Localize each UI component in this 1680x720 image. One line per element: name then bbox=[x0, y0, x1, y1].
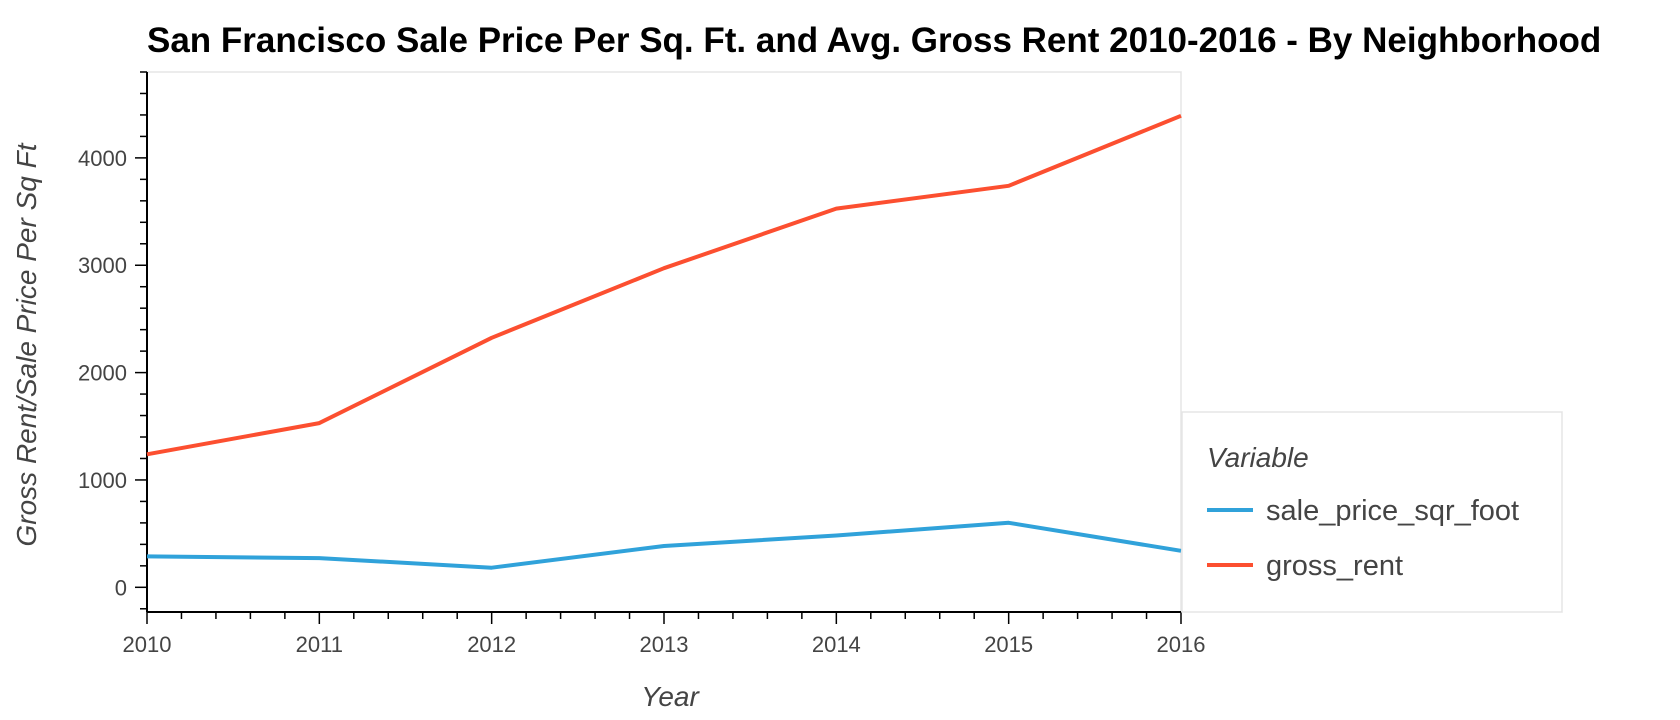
y-tick-label: 4000 bbox=[78, 146, 127, 171]
x-tick-label: 2016 bbox=[1157, 632, 1206, 657]
x-axis-label: Year bbox=[641, 681, 700, 712]
x-tick-label: 2011 bbox=[296, 632, 343, 657]
legend-label: gross_rent bbox=[1266, 550, 1403, 582]
x-tick-label: 2012 bbox=[467, 632, 516, 657]
y-axis-label: Gross Rent/Sale Price Per Sq Ft bbox=[11, 142, 42, 546]
y-tick-label: 3000 bbox=[78, 253, 127, 278]
series-line-sale-price-sqr-foot bbox=[146, 520, 1182, 570]
y-tick-label: 1000 bbox=[78, 468, 127, 493]
series-layer bbox=[146, 113, 1182, 570]
x-tick-label: 2015 bbox=[984, 632, 1033, 657]
plot-frame bbox=[146, 71, 1182, 613]
series-line-gross-rent bbox=[146, 113, 1182, 457]
x-tick-label: 2013 bbox=[640, 632, 689, 657]
y-tick-label: 0 bbox=[115, 575, 127, 600]
axes: 2010 2011 2012 2013 2014 2015 2016 0 1000 2000 300… bbox=[78, 71, 1206, 657]
x-tick-label: 2010 bbox=[123, 632, 172, 657]
legend-title: Variable bbox=[1207, 442, 1309, 473]
x-tick-label: 2014 bbox=[812, 632, 861, 657]
legend: Variable sale_price_sqr_foot gross_rent bbox=[1181, 411, 1563, 613]
legend-items: sale_price_sqr_foot gross_rent bbox=[1207, 495, 1519, 582]
chart-title: San Francisco Sale Price Per Sq. Ft. and… bbox=[147, 21, 1601, 60]
y-tick-label: 2000 bbox=[78, 361, 127, 386]
legend-label: sale_price_sqr_foot bbox=[1266, 495, 1519, 527]
